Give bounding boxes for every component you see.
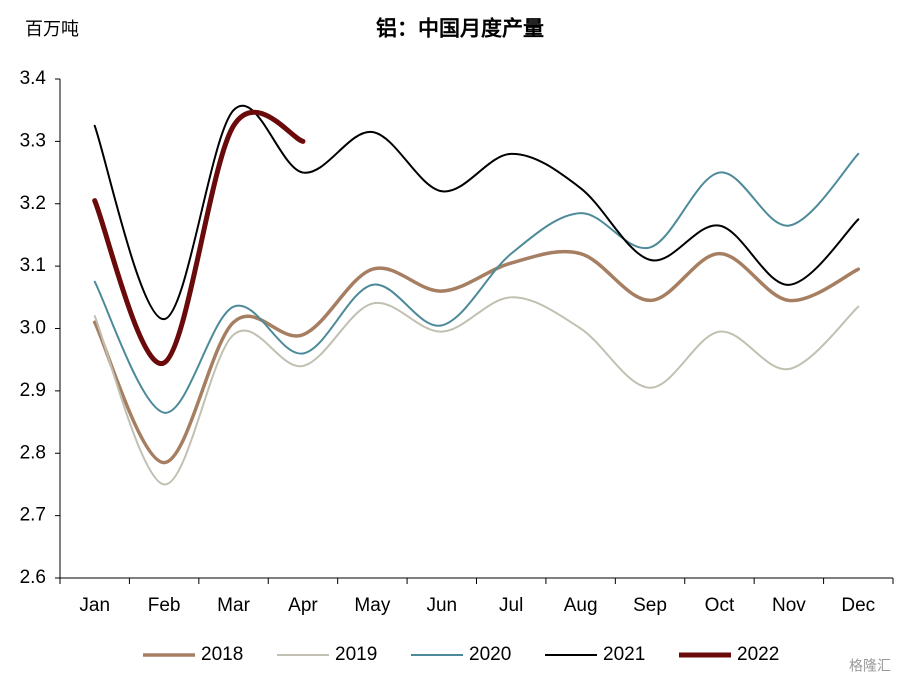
y-tick-label: 2.6	[20, 567, 46, 588]
x-tick-label: Mar	[217, 595, 250, 616]
y-tick-label: 3.2	[20, 193, 46, 214]
legend-label: 2021	[603, 644, 645, 665]
x-tick-label: Nov	[772, 595, 806, 616]
legend-label: 2022	[737, 644, 779, 665]
series-line	[92, 249, 861, 465]
y-tick-label: 3.0	[20, 318, 46, 339]
y-tick-label: 2.8	[20, 442, 46, 463]
y-tick-label: 3.4	[20, 68, 47, 89]
watermark: 格隆汇	[849, 658, 891, 674]
legend-label: 2018	[201, 644, 243, 665]
legend-label: 2019	[335, 644, 377, 665]
x-tick-label: Sep	[633, 595, 667, 616]
legend-label: 2020	[469, 644, 511, 665]
y-axis-label: 百万吨	[25, 19, 79, 39]
y-tick-label: 2.7	[20, 505, 46, 526]
chart-title: 铝：中国月度产量	[376, 17, 544, 41]
x-tick-label: Apr	[288, 595, 318, 616]
x-tick-label: Jun	[426, 595, 457, 616]
series-line	[93, 152, 860, 414]
y-tick-label: 3.1	[20, 255, 46, 276]
x-tick-label: Dec	[841, 595, 875, 616]
x-tick-label: Jan	[79, 595, 110, 616]
x-tick-label: Feb	[148, 595, 181, 616]
series-line	[93, 296, 860, 486]
series-line	[93, 105, 860, 321]
x-tick-label: Aug	[564, 595, 598, 616]
series-line	[92, 109, 306, 366]
x-tick-label: Oct	[705, 595, 735, 616]
y-tick-label: 2.9	[20, 380, 46, 401]
x-tick-label: Jul	[499, 595, 523, 616]
x-tick-label: May	[354, 595, 390, 616]
y-tick-label: 3.3	[20, 130, 46, 151]
